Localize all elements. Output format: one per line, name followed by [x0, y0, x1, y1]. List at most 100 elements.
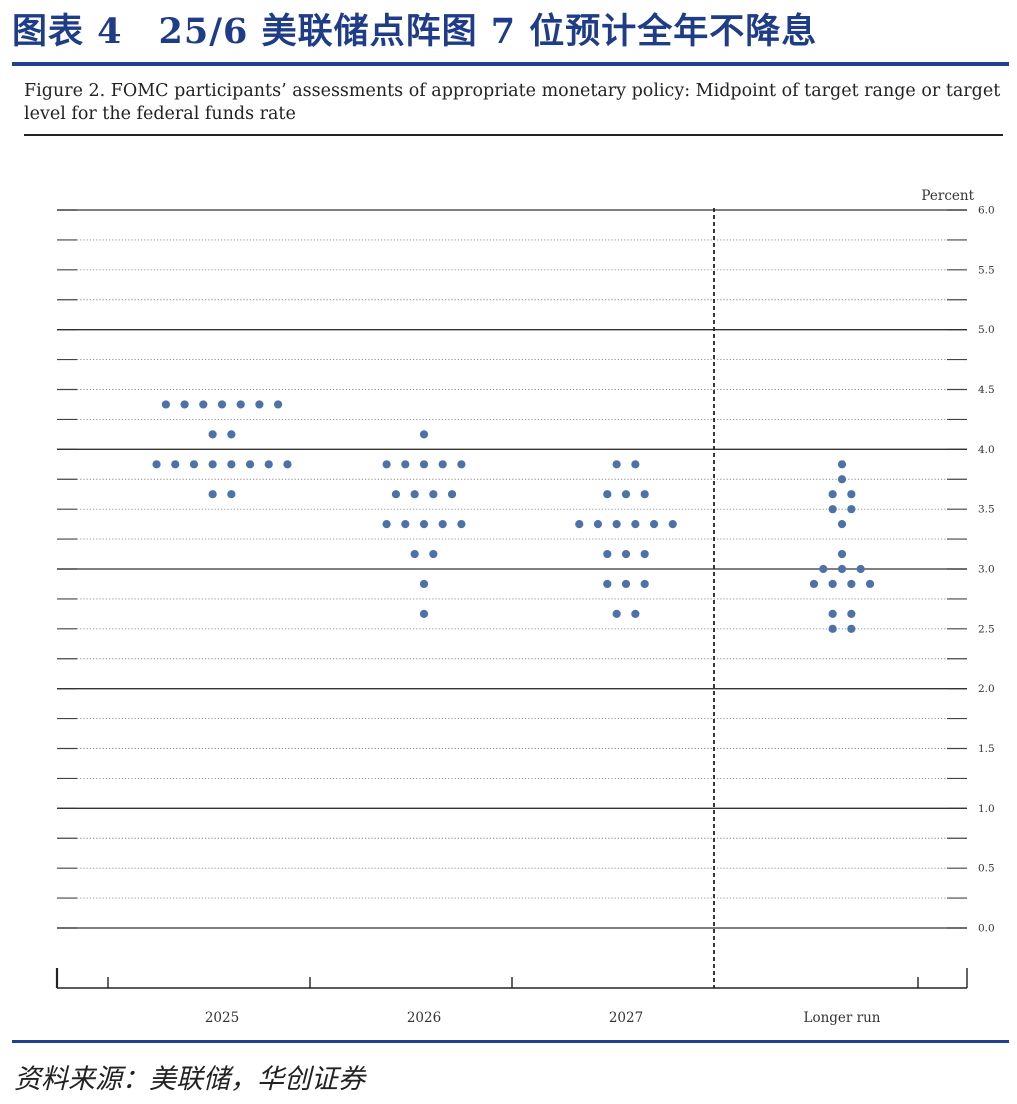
dot-point — [274, 400, 283, 409]
dot-point — [189, 460, 199, 469]
dot-point — [593, 520, 603, 529]
dot-point — [837, 460, 847, 469]
grid-layer — [57, 209, 967, 929]
axis-layer: 0.0 0.5 1.0 1.5 2.0 2.5 3.0 3.5 4.0 4.5 5.0 5.5 6.0 2… — [55, 205, 995, 1026]
page-title: 图表 4 25/6 美联储点阵图 7 位预计全年不降息 — [12, 11, 818, 52]
dot-point — [227, 430, 236, 439]
dot-point — [245, 460, 255, 469]
dot-point — [837, 475, 847, 484]
dot-point — [621, 490, 631, 499]
y-tick-label: 5.5 — [978, 264, 995, 276]
dot-point — [603, 549, 612, 559]
dot-point — [856, 564, 865, 574]
source-note: 资料来源：美联储，华创证券 — [14, 1064, 365, 1095]
dot-point — [410, 490, 419, 499]
dot-point — [419, 430, 429, 439]
dot-point — [847, 505, 856, 514]
dot-point — [180, 400, 189, 409]
dot-point — [847, 490, 856, 499]
y-tick-label: 1.0 — [978, 803, 995, 815]
dot-point — [837, 564, 847, 574]
dot-point — [828, 624, 837, 633]
dot-point — [161, 400, 170, 409]
dot-point — [828, 579, 837, 589]
dot-point — [828, 505, 837, 514]
dot-point — [401, 520, 410, 529]
dot-point — [382, 520, 391, 529]
dot-point — [819, 564, 828, 574]
dot-point — [631, 609, 640, 618]
dot-point — [401, 460, 410, 469]
y-tick-label: 1.5 — [978, 743, 995, 755]
y-tick-label: 6.0 — [978, 205, 995, 217]
dot-point — [631, 520, 640, 529]
dot-point — [419, 609, 429, 618]
dot-point — [809, 579, 819, 589]
dot-point — [865, 579, 875, 589]
dot-point — [828, 490, 837, 499]
dot-point — [457, 460, 466, 469]
dot-point — [255, 400, 264, 409]
dot-point — [171, 460, 180, 469]
dot-plot-chart: 0.0 0.5 1.0 1.5 2.0 2.5 3.0 3.5 4.0 4.5 5.0 5.5 6.0 2… — [55, 188, 995, 1026]
caption-rule — [24, 134, 1003, 136]
dot-point — [217, 400, 227, 409]
y-tick-label: 2.0 — [978, 683, 995, 695]
y-tick-label: 4.0 — [978, 444, 995, 456]
dot-point — [640, 579, 649, 589]
dot-point — [621, 579, 631, 589]
dot-point — [847, 609, 856, 618]
dot-point — [429, 490, 438, 499]
y-tick-label: 4.5 — [978, 384, 995, 396]
dot-point — [847, 579, 856, 589]
dot-point — [152, 460, 161, 469]
dot-point — [438, 460, 447, 469]
dot-point — [419, 520, 429, 529]
dot-point — [828, 609, 837, 618]
dot-point — [283, 460, 292, 469]
dot-point — [621, 549, 631, 559]
dot-point — [208, 460, 217, 469]
dot-point — [447, 490, 457, 499]
x-category-label: 2025 — [205, 1010, 239, 1026]
footer-rule — [12, 1040, 1009, 1043]
dot-point — [612, 520, 621, 529]
dot-point — [837, 520, 847, 529]
dot-point — [612, 609, 621, 618]
dot-point — [631, 460, 640, 469]
y-tick-label: 0.0 — [978, 923, 995, 935]
y-tick-label: 5.0 — [978, 324, 995, 336]
y-tick-label: 3.5 — [978, 504, 995, 516]
title-rule — [12, 62, 1009, 66]
dot-point — [382, 460, 391, 469]
dot-point — [438, 520, 447, 529]
dot-point — [391, 490, 401, 499]
dot-point — [208, 430, 217, 439]
dot-point — [603, 579, 612, 589]
dot-point — [668, 520, 677, 529]
figure-caption: Figure 2. FOMC participants’ assessments… — [24, 81, 1001, 124]
dot-point — [236, 400, 245, 409]
dot-point — [227, 460, 236, 469]
y-tick-label: 2.5 — [978, 623, 995, 635]
dot-point — [410, 549, 419, 559]
dot-point — [847, 624, 856, 633]
dot-point — [429, 549, 438, 559]
dot-point — [419, 579, 429, 589]
dot-point — [649, 520, 659, 529]
dots-layer — [152, 400, 875, 633]
dot-point — [199, 400, 208, 409]
dot-point — [640, 549, 649, 559]
x-category-label: 2027 — [609, 1010, 643, 1026]
dot-point — [227, 490, 236, 499]
dot-point — [208, 490, 217, 499]
dot-point — [457, 520, 466, 529]
x-category-label: 2026 — [407, 1010, 441, 1026]
dot-point — [612, 460, 621, 469]
y-tick-label: 3.0 — [978, 564, 995, 576]
dot-point — [603, 490, 612, 499]
x-category-label: Longer run — [803, 1010, 880, 1026]
dot-point — [575, 520, 584, 529]
dot-point — [837, 549, 847, 559]
y-tick-label: 0.5 — [978, 863, 995, 875]
